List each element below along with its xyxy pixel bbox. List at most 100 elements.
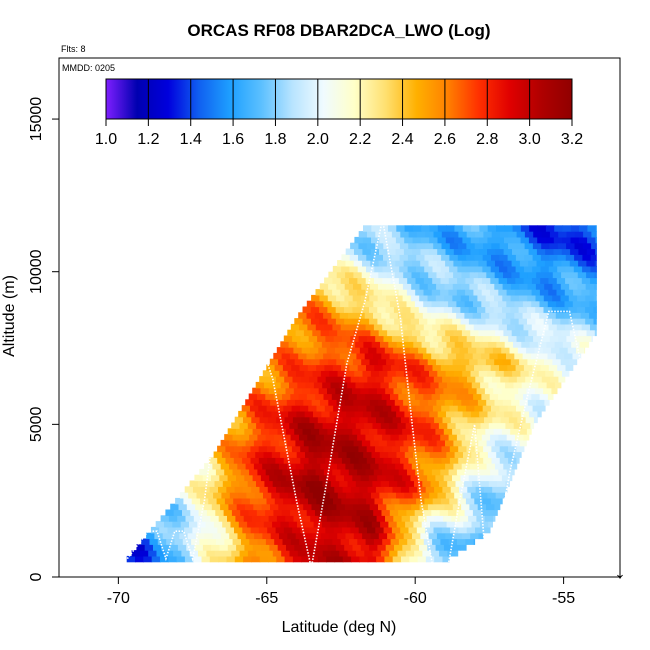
heatmap-cell [586,329,596,337]
heatmap-cell [503,260,513,267]
heatmap-cell [287,370,297,377]
heatmap-cell [523,277,533,284]
heatmap-cell [352,474,362,482]
heatmap-cell [146,532,155,540]
heatmap-cell [292,555,302,563]
heatmap-cell [323,509,333,516]
heatmap-cell [411,283,421,290]
heatmap-cell [284,416,294,424]
heatmap-cell [407,277,417,284]
heatmap-cell [164,521,173,528]
heatmap-cell [531,393,541,400]
heatmap-cell [327,428,337,435]
heatmap-cell [562,225,572,232]
heatmap-cell [446,521,456,528]
heatmap-cell [482,265,492,273]
heatmap-cell [444,358,454,366]
heatmap-cell [460,294,470,302]
heatmap-cell [578,236,588,244]
heatmap-cell [560,294,570,302]
heatmap-cell [228,503,238,511]
heatmap-cell [295,439,305,447]
heatmap-cell [328,532,338,540]
heatmap-cell [357,277,367,284]
heatmap-cell [294,358,304,366]
heatmap-cell [199,538,209,545]
heatmap-cell [336,283,346,290]
heatmap-cell [554,381,562,389]
heatmap-cell [336,358,346,366]
heatmap-cell [488,341,497,348]
heatmap-cell [526,306,536,313]
heatmap-cell [469,271,479,279]
heatmap-cell [470,236,480,244]
heatmap-cell [271,370,280,377]
heatmap-cell [524,335,534,342]
heatmap-cell [467,486,477,493]
heatmap-cell [433,231,443,238]
heatmap-cell [285,387,295,395]
heatmap-cell [286,358,296,366]
heatmap-cell [311,294,320,302]
heatmap-cell [397,312,407,319]
heatmap-cell [386,399,396,406]
heatmap-cell [402,474,412,482]
heatmap-cell [565,277,574,284]
heatmap-cell [514,352,524,360]
heatmap-cell [585,306,594,313]
heatmap-cell [327,387,336,395]
heatmap-cell [333,457,343,464]
heatmap-cell [458,231,468,238]
heatmap-cell [414,422,423,429]
heatmap-cell [590,277,597,284]
heatmap-cell [389,352,399,360]
heatmap-cell [336,271,346,279]
heatmap-cell [234,416,244,424]
heatmap-cell [484,515,494,522]
heatmap-cell [492,486,502,493]
heatmap-cell [479,225,489,232]
heatmap-cell [246,410,256,418]
heatmap-cell [215,509,225,516]
heatmap-cell [383,526,393,534]
heatmap-cell [464,509,474,516]
heatmap-cell [526,347,535,354]
heatmap-cell [433,526,443,534]
heatmap-cell [522,352,532,360]
heatmap-cell [281,352,291,360]
heatmap-cell [325,335,335,342]
heatmap-cell [349,405,359,412]
heatmap-cell [502,318,511,325]
heatmap-cell [307,434,317,441]
heatmap-cell [499,364,508,371]
heatmap-cell [450,416,460,424]
heatmap-cell [478,271,487,279]
heatmap-cell [337,463,346,470]
heatmap-cell [249,497,259,505]
heatmap-cell [576,306,586,313]
heatmap-cell [311,399,321,406]
heatmap-cell [511,329,521,337]
heatmap-cell [431,434,441,441]
heatmap-cell [324,277,333,284]
heatmap-cell [546,381,556,389]
heatmap-cell [366,254,376,261]
heatmap-cell [278,463,288,470]
heatmap-cell [519,399,529,406]
heatmap-cell [289,352,299,360]
heatmap-cell [433,335,443,342]
heatmap-cell [287,492,297,499]
heatmap-cell [282,364,292,371]
heatmap-cell [235,515,245,522]
heatmap-cell [364,422,373,429]
heatmap-cell [295,463,305,470]
heatmap-cell [516,445,525,453]
heatmap-cell [516,231,526,238]
heatmap-cell [571,341,581,348]
heatmap-cell [500,376,510,383]
heatmap-cell [323,300,333,308]
heatmap-cell [434,515,444,522]
heatmap-cell [269,544,279,551]
heatmap-cell [530,352,540,360]
heatmap-cell [501,347,511,354]
